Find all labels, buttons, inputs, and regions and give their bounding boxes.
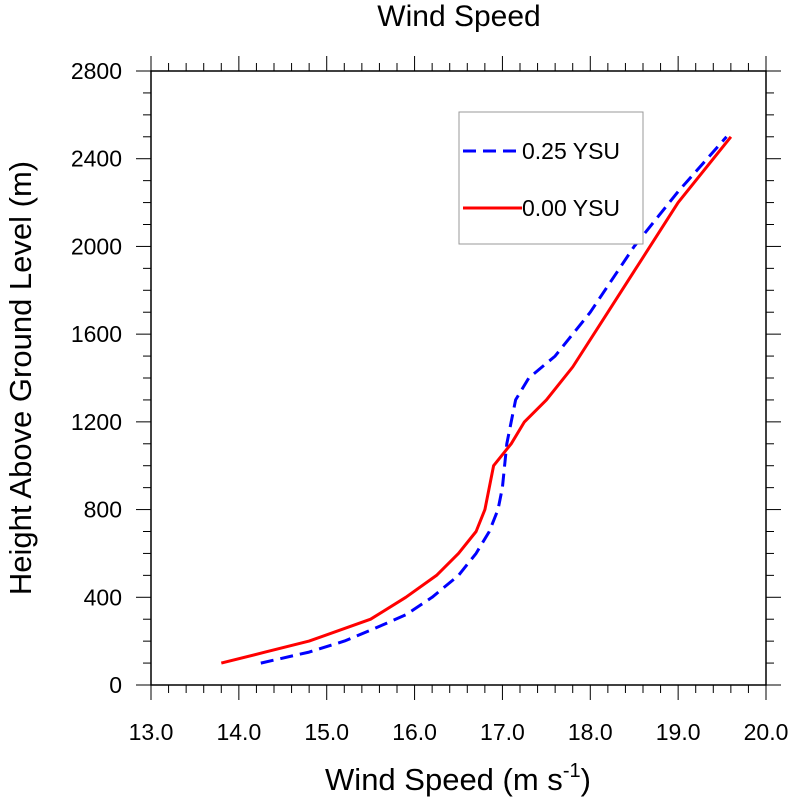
legend: 0.25 YSU 0.00 YSU — [458, 111, 644, 245]
chart-title: Wind Speed — [377, 0, 540, 33]
legend-label-0-25-ysu: 0.25 YSU — [522, 138, 620, 164]
y-tick-label: 2000 — [71, 233, 122, 259]
legend-box — [458, 111, 644, 245]
x-tick-label: 18.0 — [568, 719, 613, 745]
x-tick-label: 17.0 — [480, 719, 525, 745]
x-axis-title: Wind Speed (m s-1) — [325, 760, 591, 797]
y-tick-label: 0 — [109, 672, 122, 698]
y-tick-label: 2400 — [71, 146, 122, 172]
x-tick-label: 14.0 — [216, 719, 261, 745]
legend-label-0-00-ysu: 0.00 YSU — [522, 195, 620, 221]
series-lines — [220, 135, 733, 665]
y-axis-title: Height Above Ground Level (m) — [3, 161, 38, 595]
x-tick-label: 13.0 — [129, 719, 174, 745]
y-tick-label: 1200 — [71, 409, 122, 435]
x-axis-title-main: Wind Speed (m s — [325, 762, 563, 797]
x-axis-title-suffix: ) — [581, 762, 591, 797]
x-tick-label: 16.0 — [392, 719, 437, 745]
y-tick-label: 1600 — [71, 321, 122, 347]
x-axis-title-superscript: -1 — [563, 760, 581, 782]
axis-tick-labels: 13.0 14.0 15.0 16.0 17.0 18.0 19.0 20.0 0 400 800 1… — [71, 58, 789, 745]
y-tick-label: 800 — [84, 497, 122, 523]
axis-ticks — [136, 56, 781, 700]
y-tick-label: 400 — [84, 584, 122, 610]
x-tick-label: 19.0 — [656, 719, 701, 745]
x-tick-label: 20.0 — [744, 719, 789, 745]
x-tick-label: 15.0 — [304, 719, 349, 745]
series-line-0-00-ysu — [220, 135, 733, 665]
y-tick-label: 2800 — [71, 58, 122, 84]
series-line-0-25-ysu — [260, 135, 728, 665]
